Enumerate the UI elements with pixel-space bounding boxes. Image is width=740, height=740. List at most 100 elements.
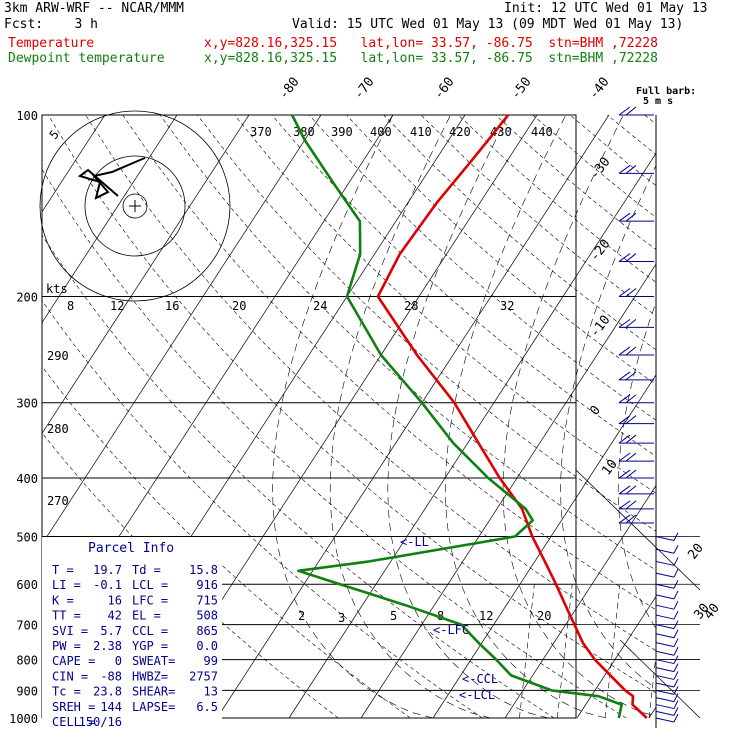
mixing-ratio-label: 2 [298, 609, 305, 623]
parcel-info-value: -88 [100, 669, 122, 683]
parcel-info-value: 13 [204, 685, 218, 699]
wind-barb [618, 452, 654, 462]
pressure-tick-label: 100 [16, 109, 38, 123]
level-annotation: <-LL [400, 535, 429, 549]
parcel-info-label: Tc = [52, 685, 81, 699]
parcel-info-value: 150/16 [79, 715, 122, 729]
theta-label: 420 [449, 125, 471, 139]
parcel-info-label: EL = [132, 609, 161, 623]
pressure-tick-label: 600 [16, 578, 38, 592]
parcel-info-value: 0 [115, 654, 122, 668]
moist-adiabat [387, 115, 549, 719]
isotherm-label: -40 [586, 75, 612, 103]
mixing-ratio-line [604, 584, 621, 719]
isotherm-label: -20 [587, 237, 613, 265]
isotherm-line [288, 152, 656, 719]
dry-adiabat [607, 115, 656, 155]
isotherm-line [432, 374, 656, 719]
parcel-info-title: Parcel Info [88, 541, 174, 556]
hodograph-speed-label: 24 [313, 299, 327, 313]
wind-barb [655, 700, 679, 710]
hodograph-ring-label: 5 [47, 127, 62, 142]
hodograph-trace [77, 157, 146, 200]
hodograph-speed-label: 16 [165, 299, 179, 313]
wind-barb [655, 693, 679, 703]
parcel-info-label: T = [52, 563, 74, 577]
wind-barb [655, 620, 679, 630]
barb-key-label: Full barb: [636, 86, 696, 97]
isotherm-line [576, 595, 656, 719]
parcel-info-panel: Parcel Info T = 19.7 Td = 15.8 LI = -0.1 LCL = 9… [42, 537, 222, 733]
moist-adiabat [617, 301, 656, 629]
theta-label: 370 [250, 125, 272, 139]
wind-barb [655, 663, 679, 673]
parcel-info-value: 42 [108, 609, 122, 623]
wind-barb [618, 485, 654, 495]
wind-barb [655, 610, 679, 620]
wind-barb [618, 165, 654, 174]
dry-adiabat [346, 115, 656, 385]
pressure-tick-label: 900 [16, 684, 38, 698]
hodograph-speed-label: kts [46, 282, 68, 296]
isotherm-line [216, 115, 610, 719]
wind-barb [655, 647, 679, 656]
hodograph-speed-label: 12 [110, 299, 124, 313]
parcel-info-label: HWBZ= [132, 669, 168, 683]
isotherm-line [42, 115, 178, 324]
dry-adiabat [308, 115, 656, 421]
isotherm-label: -50 [508, 75, 534, 103]
moist-adiabat [560, 164, 656, 689]
dewpoint-legend-label: Dewpoint temperature [8, 51, 165, 66]
wind-barb [618, 394, 654, 404]
parcel-info-label: K = [52, 593, 74, 607]
model-title: 3km ARW-WRF -- NCAR/MMM [4, 1, 185, 16]
barb-key-value: 5 m s [643, 96, 673, 107]
wind-barb [655, 532, 679, 541]
dry-adiabat [42, 168, 627, 719]
temperature-legend-label: Temperature [8, 36, 95, 51]
isotherm-label: -60 [431, 75, 457, 103]
theta-label: 410 [410, 125, 432, 139]
dry-adiabat [159, 115, 656, 571]
parcel-info-value: 5.7 [100, 624, 122, 638]
parcel-info-value: -0.1 [93, 578, 122, 592]
isotherm-extension [619, 639, 701, 719]
moist-adiabat [445, 115, 606, 719]
dewpoint-profile [290, 114, 624, 719]
mixing-ratio-line [519, 584, 535, 719]
pressure-tick-label: 300 [16, 397, 38, 411]
wind-barb [618, 106, 654, 116]
mixing-ratio-label: 5 [390, 609, 397, 623]
parcel-info-value: 144 [100, 700, 122, 714]
theta-label: 290 [47, 349, 69, 363]
isotherm-label: -70 [351, 75, 377, 103]
level-annotation: <-CCL [462, 672, 498, 686]
wind-barb [655, 629, 679, 639]
isotherm-label: -10 [587, 313, 613, 341]
hodograph-ring [39, 110, 231, 302]
dry-adiabat [122, 115, 656, 611]
parcel-info-label: PW = [52, 639, 81, 653]
parcel-info-label: SWEAT= [132, 654, 175, 668]
mixing-ratio-label: 12 [479, 609, 493, 623]
wind-barb [655, 678, 679, 688]
parcel-info-label: LAPSE= [132, 700, 175, 714]
parcel-info-value: 15.8 [189, 563, 218, 577]
mixing-ratio-line [648, 652, 656, 719]
parcel-info-value: 0.0 [196, 639, 218, 653]
parcel-info-value: 508 [196, 609, 218, 623]
isotherm-line [360, 263, 656, 719]
isotherm-extension [575, 469, 701, 591]
moist-adiabat [502, 115, 656, 717]
profile-layer: <-LL <-LFC <-CCL <-LCL [290, 114, 648, 719]
temperature-location: x,y=828.16,325.15 lat,lon= 33.57, -86.75… [204, 36, 658, 51]
mixing-ratio-label: 20 [537, 609, 551, 623]
parcel-info-value: 715 [196, 593, 218, 607]
dry-adiabat [234, 115, 656, 494]
parcel-info-label: Td = [132, 563, 161, 577]
wind-barb [618, 318, 654, 328]
parcel-info-value: 865 [196, 624, 218, 638]
parcel-info-value: 916 [196, 578, 218, 592]
wind-barb [655, 590, 679, 600]
wind-barb [618, 500, 654, 510]
